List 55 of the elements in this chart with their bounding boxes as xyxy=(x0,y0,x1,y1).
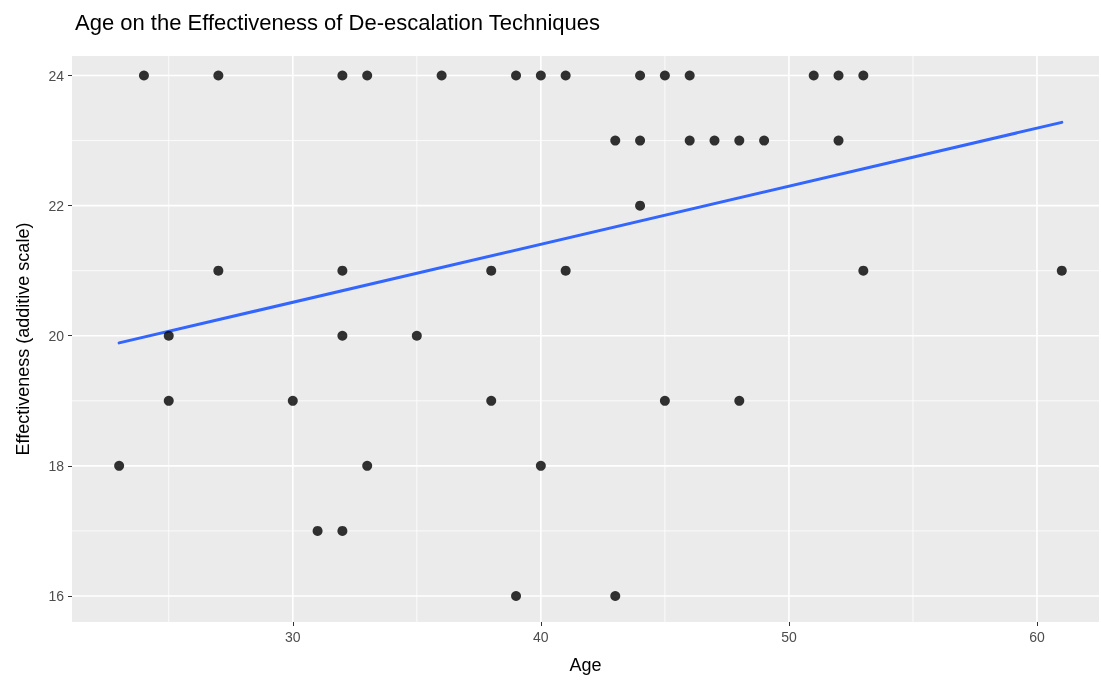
point xyxy=(635,135,646,146)
point xyxy=(511,590,522,601)
point xyxy=(337,330,348,341)
point xyxy=(684,135,695,146)
point xyxy=(709,135,720,146)
point xyxy=(337,265,348,276)
point xyxy=(759,135,770,146)
point xyxy=(411,330,422,341)
point xyxy=(337,525,348,536)
point xyxy=(659,395,670,406)
y-tick-label: 20 xyxy=(48,327,65,344)
point xyxy=(560,70,571,81)
y-tick-label: 18 xyxy=(48,457,65,474)
point xyxy=(734,135,745,146)
point xyxy=(659,70,670,81)
chart-title: Age on the Effectiveness of De-escalation Techniques xyxy=(75,9,601,35)
point xyxy=(312,525,323,536)
point xyxy=(858,265,869,276)
point xyxy=(337,70,348,81)
point xyxy=(213,70,224,81)
point xyxy=(163,395,174,406)
point xyxy=(163,330,174,341)
x-tick-label: 50 xyxy=(781,629,797,645)
point xyxy=(114,460,125,471)
point xyxy=(1056,265,1067,276)
point xyxy=(833,135,844,146)
point xyxy=(535,460,546,471)
point xyxy=(138,70,149,81)
x-axis-title: Age xyxy=(569,655,602,675)
point xyxy=(833,70,844,81)
x-tick-label: 60 xyxy=(1029,629,1045,645)
point xyxy=(610,135,621,146)
x-tick-label: 30 xyxy=(284,629,301,645)
point xyxy=(436,70,447,81)
point xyxy=(287,395,298,406)
y-tick-label: 22 xyxy=(48,197,65,214)
point xyxy=(362,70,373,81)
point xyxy=(560,265,571,276)
point xyxy=(213,265,224,276)
point xyxy=(511,70,522,81)
point xyxy=(535,70,546,81)
y-tick-label: 16 xyxy=(48,587,65,604)
point xyxy=(808,70,819,81)
point xyxy=(684,70,695,81)
x-tick-label: 40 xyxy=(533,629,549,645)
y-tick-label: 24 xyxy=(48,67,65,84)
point xyxy=(635,70,646,81)
point xyxy=(734,395,745,406)
y-axis-title: Effectiveness (additive scale) xyxy=(13,222,33,456)
point xyxy=(635,200,646,211)
point xyxy=(486,395,497,406)
point xyxy=(610,590,621,601)
point xyxy=(362,460,373,471)
point xyxy=(486,265,497,276)
point xyxy=(858,70,869,81)
